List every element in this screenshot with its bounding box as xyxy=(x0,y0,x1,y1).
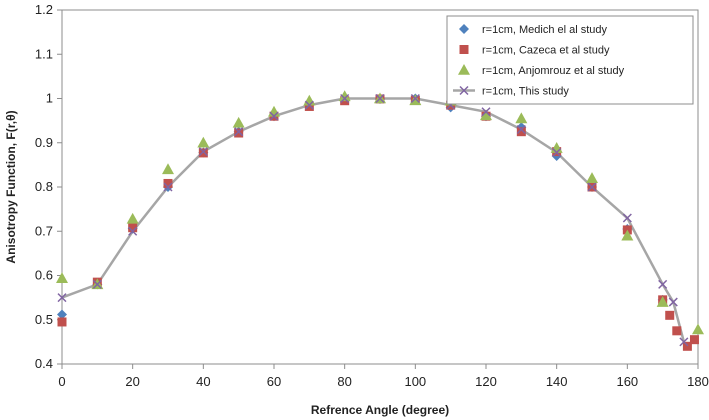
data-point-x xyxy=(552,147,562,158)
data-point-triangle xyxy=(515,112,528,124)
data-point-x xyxy=(410,93,420,104)
y-tick-label: 0.6 xyxy=(35,268,53,283)
x-tick-label: 40 xyxy=(196,374,210,389)
x-marker-stroke xyxy=(587,182,597,192)
legend-label: r=1cm, This study xyxy=(482,86,569,98)
x-tick-label: 80 xyxy=(337,374,351,389)
x-axis-ticks: 0 20 40 60 80 100 120 140 160 180 xyxy=(58,364,709,389)
legend-box xyxy=(446,15,694,105)
data-point-x xyxy=(516,124,526,135)
data-point-triangle xyxy=(197,136,210,148)
x-marker-stroke xyxy=(622,213,632,223)
y-tick-label: 0.7 xyxy=(35,223,53,238)
data-point-x xyxy=(234,127,244,137)
data-point-square xyxy=(672,326,682,336)
x-tick-label: 120 xyxy=(475,374,497,389)
data-point-triangle xyxy=(692,323,704,335)
x-marker-stroke xyxy=(658,279,668,289)
data-point-square xyxy=(57,317,67,327)
data-point-square xyxy=(516,127,526,137)
x-tick-label: 100 xyxy=(404,374,426,389)
data-point-x xyxy=(128,226,138,236)
data-point-x xyxy=(375,93,385,104)
data-point-x xyxy=(658,279,668,289)
this-study-line xyxy=(61,97,686,343)
data-point-square xyxy=(304,101,314,111)
x-marker-stroke xyxy=(516,124,526,135)
x-marker-stroke xyxy=(198,147,208,157)
data-point-x xyxy=(679,337,689,347)
x-marker-stroke xyxy=(410,93,420,104)
data-point-square xyxy=(198,148,208,158)
x-marker-stroke xyxy=(375,93,385,104)
x-tick-label: 0 xyxy=(58,374,65,389)
legend-marker-square xyxy=(459,45,469,54)
x-tick-label: 180 xyxy=(687,374,709,389)
data-point-triangle xyxy=(586,172,598,183)
data-point-square xyxy=(689,335,699,345)
y-axis-ticks: 0.4 0.5 0.6 0.7 0.8 0.9 1 1.1 1.2 xyxy=(35,2,62,371)
data-point-triangle xyxy=(126,212,139,224)
x-tick-label: 140 xyxy=(546,374,568,389)
x-marker-stroke xyxy=(304,100,314,110)
data-point-x xyxy=(92,279,102,289)
data-point-triangle xyxy=(621,229,634,241)
data-point-x xyxy=(304,100,314,110)
data-point-square xyxy=(128,223,138,233)
data-point-x xyxy=(481,107,491,117)
data-point-triangle xyxy=(338,90,351,102)
x-marker-stroke xyxy=(234,127,244,137)
data-point-triangle xyxy=(656,296,669,307)
x-marker-stroke xyxy=(128,226,138,236)
x-marker-stroke xyxy=(668,297,678,307)
legend-marker-triangle xyxy=(458,64,470,75)
x-tick-label: 160 xyxy=(616,374,638,389)
x-marker-stroke xyxy=(92,279,102,289)
legend-marker-x xyxy=(459,85,469,96)
y-tick-label: 1.1 xyxy=(35,46,53,61)
y-tick-label: 0.5 xyxy=(35,312,53,327)
x-marker-stroke xyxy=(269,111,279,121)
y-tick-label: 1 xyxy=(46,91,53,106)
legend-label: r=1cm, Anjomrouz et al study xyxy=(482,65,625,77)
data-point-x xyxy=(163,182,173,192)
markers-layer xyxy=(56,90,704,351)
data-point-x xyxy=(587,182,597,192)
y-tick-label: 0.4 xyxy=(35,356,53,371)
data-point-x xyxy=(622,213,632,223)
data-point-square xyxy=(665,310,675,320)
data-point-square xyxy=(163,178,173,188)
x-marker-stroke xyxy=(459,85,469,96)
y-tick-label: 0.8 xyxy=(35,179,53,194)
data-point-diamond xyxy=(57,309,67,320)
x-axis-title: Refrence Angle (degree) xyxy=(311,403,449,417)
x-tick-label: 60 xyxy=(267,374,281,389)
x-marker-stroke xyxy=(340,93,350,104)
data-point-x xyxy=(269,111,279,121)
data-point-triangle xyxy=(232,116,245,128)
legend-label: r=1cm, Medich el al study xyxy=(482,24,608,36)
y-tick-label: 0.9 xyxy=(35,135,53,150)
data-point-triangle xyxy=(480,109,492,121)
data-point-x xyxy=(340,93,350,104)
x-marker-stroke xyxy=(481,107,491,117)
data-point-triangle xyxy=(162,163,174,175)
y-axis-title: Anisotropy Function, F(r,θ) xyxy=(4,110,18,263)
x-marker-stroke xyxy=(163,182,173,192)
y-tick-label: 1.2 xyxy=(35,2,53,17)
data-point-x xyxy=(57,293,67,303)
x-tick-label: 20 xyxy=(125,374,139,389)
data-point-square xyxy=(234,128,244,138)
legend: r=1cm, Medich el al study r=1cm, Cazeca e… xyxy=(446,15,694,105)
data-point-triangle xyxy=(56,272,68,283)
legend-marker-diamond xyxy=(459,24,469,34)
x-marker-stroke xyxy=(679,337,689,347)
series-line-layer xyxy=(61,97,686,343)
x-marker-stroke xyxy=(57,293,67,303)
data-point-x xyxy=(198,147,208,157)
legend-label: r=1cm, Cazeca et al study xyxy=(482,45,610,57)
data-point-x xyxy=(668,297,678,307)
x-marker-stroke xyxy=(552,147,562,158)
